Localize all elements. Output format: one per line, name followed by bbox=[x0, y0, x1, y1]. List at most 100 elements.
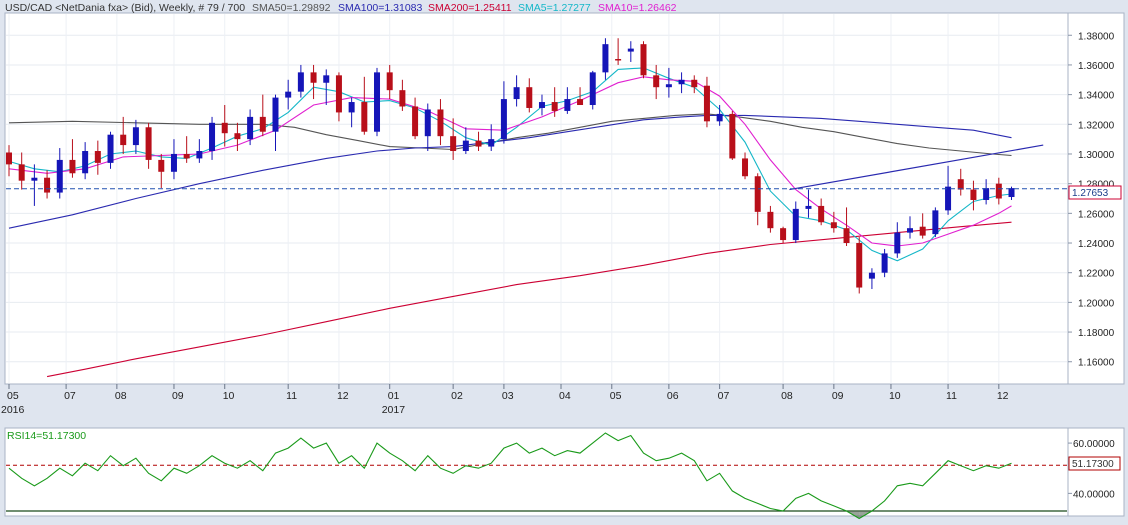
candle-body bbox=[221, 122, 228, 134]
candle-body bbox=[945, 186, 952, 211]
candle-body bbox=[881, 253, 888, 273]
x-tick-label: 02 bbox=[451, 390, 463, 402]
candle-body bbox=[894, 232, 901, 254]
x-tick-label: 12 bbox=[997, 390, 1009, 402]
trendline bbox=[789, 144, 1044, 191]
candle-body bbox=[754, 176, 761, 212]
y-tick-label: 1.34000 bbox=[1078, 91, 1115, 102]
rsi-line bbox=[8, 432, 1012, 520]
year-label: 2016 bbox=[1, 404, 25, 416]
candle-body bbox=[551, 102, 558, 111]
x-tick-label: 10 bbox=[223, 390, 235, 402]
ma-line bbox=[8, 113, 1012, 157]
candle-body bbox=[615, 59, 622, 61]
candle-body bbox=[906, 228, 913, 233]
legend-item: SMA50=1.29892 bbox=[252, 2, 331, 14]
candles bbox=[6, 38, 1015, 294]
candle-body bbox=[335, 75, 342, 113]
candle-body bbox=[856, 243, 863, 288]
price-panel[interactable] bbox=[4, 12, 1069, 385]
x-tick-label: 05 bbox=[7, 390, 19, 402]
candle-body bbox=[678, 79, 685, 85]
candle-body bbox=[526, 87, 533, 108]
candle-body bbox=[94, 151, 101, 163]
candle-body bbox=[6, 152, 12, 165]
candle-body bbox=[970, 189, 977, 200]
candle-body bbox=[805, 205, 812, 209]
candle-body bbox=[209, 122, 216, 152]
candle-body bbox=[577, 99, 584, 106]
candle-body bbox=[932, 210, 939, 235]
candle-body bbox=[18, 164, 25, 181]
candle-body bbox=[386, 72, 393, 91]
x-tick-label: 03 bbox=[502, 390, 514, 402]
x-tick-label: 06 bbox=[667, 390, 679, 402]
candle-body bbox=[627, 48, 634, 52]
rsi-panel[interactable] bbox=[4, 427, 1069, 517]
candle-body bbox=[564, 99, 571, 111]
candle-body bbox=[703, 85, 710, 122]
candle-body bbox=[691, 79, 698, 88]
legend-item: SMA10=1.26462 bbox=[598, 2, 677, 14]
last-price-tag: 1.27653 bbox=[1068, 185, 1122, 200]
y-tick-label: 1.36000 bbox=[1078, 61, 1115, 72]
x-tick-label: 12 bbox=[337, 390, 349, 402]
legend-item: SMA200=1.25411 bbox=[428, 2, 512, 14]
x-tick-label: 09 bbox=[172, 390, 184, 402]
candle-body bbox=[602, 44, 609, 73]
y-tick-label: 1.16000 bbox=[1078, 358, 1115, 369]
candle-body bbox=[437, 109, 444, 137]
candle-body bbox=[412, 106, 419, 137]
legend-item: SMA100=1.31083 bbox=[338, 2, 423, 14]
rsi-axis[interactable] bbox=[1067, 427, 1125, 517]
candle-body bbox=[272, 97, 279, 132]
x-tick-label: 11 bbox=[286, 390, 297, 402]
y-tick-label: 1.26000 bbox=[1078, 209, 1115, 220]
x-tick-label: 07 bbox=[718, 390, 730, 402]
candle-body bbox=[297, 72, 304, 92]
legend-item: SMA5=1.27277 bbox=[518, 2, 591, 14]
candle-body bbox=[818, 205, 825, 223]
candle-body bbox=[247, 116, 254, 140]
candle-body bbox=[259, 116, 266, 132]
candle-body bbox=[450, 136, 457, 152]
candle-body bbox=[132, 127, 139, 146]
candle-body bbox=[983, 188, 990, 200]
candle-body bbox=[348, 102, 355, 113]
candle-body bbox=[729, 113, 736, 159]
candle-body bbox=[285, 91, 292, 98]
y-tick-label: 1.28000 bbox=[1078, 180, 1115, 191]
candle-body bbox=[500, 99, 507, 140]
overlays bbox=[6, 144, 1067, 191]
candle-body bbox=[868, 272, 875, 279]
x-tick-label: 09 bbox=[832, 390, 844, 402]
candle-body bbox=[196, 151, 203, 159]
rsi-layer: 60.00000 40.00000 bbox=[6, 432, 1115, 520]
candle-body bbox=[488, 139, 495, 147]
candle-body bbox=[424, 109, 431, 137]
rsi-label: RSI14=51.17300 bbox=[7, 430, 86, 442]
candle-body bbox=[767, 211, 774, 229]
candle-body bbox=[170, 153, 177, 172]
candle-body bbox=[82, 151, 89, 174]
indicator-legend: SMA50=1.29892 SMA100=1.31083 SMA200=1.2541… bbox=[252, 2, 677, 14]
y-tick-label: 1.32000 bbox=[1078, 120, 1115, 131]
x-tick-label: 08 bbox=[115, 390, 127, 402]
rsi-value-label: 51.17300 bbox=[1072, 459, 1114, 470]
x-tick-label: 08 bbox=[781, 390, 793, 402]
candle-body bbox=[234, 133, 241, 140]
candle-body bbox=[158, 159, 165, 172]
candle-body bbox=[830, 222, 837, 229]
y-tick-label: 1.22000 bbox=[1078, 269, 1115, 280]
candle-body bbox=[31, 177, 38, 181]
year-label: 2017 bbox=[382, 404, 406, 416]
x-tick-label: 05 bbox=[610, 390, 622, 402]
candle-body bbox=[56, 159, 63, 193]
x-tick-label: 04 bbox=[559, 390, 571, 402]
axes: 1.38000 1.36000 1.34000 1.32000 1.30000 1.280… bbox=[1, 31, 1115, 416]
candle-body bbox=[1008, 188, 1015, 198]
candle-body bbox=[323, 75, 330, 83]
candle-body bbox=[716, 113, 723, 122]
candle-body bbox=[462, 140, 469, 152]
candle-body bbox=[374, 72, 381, 132]
